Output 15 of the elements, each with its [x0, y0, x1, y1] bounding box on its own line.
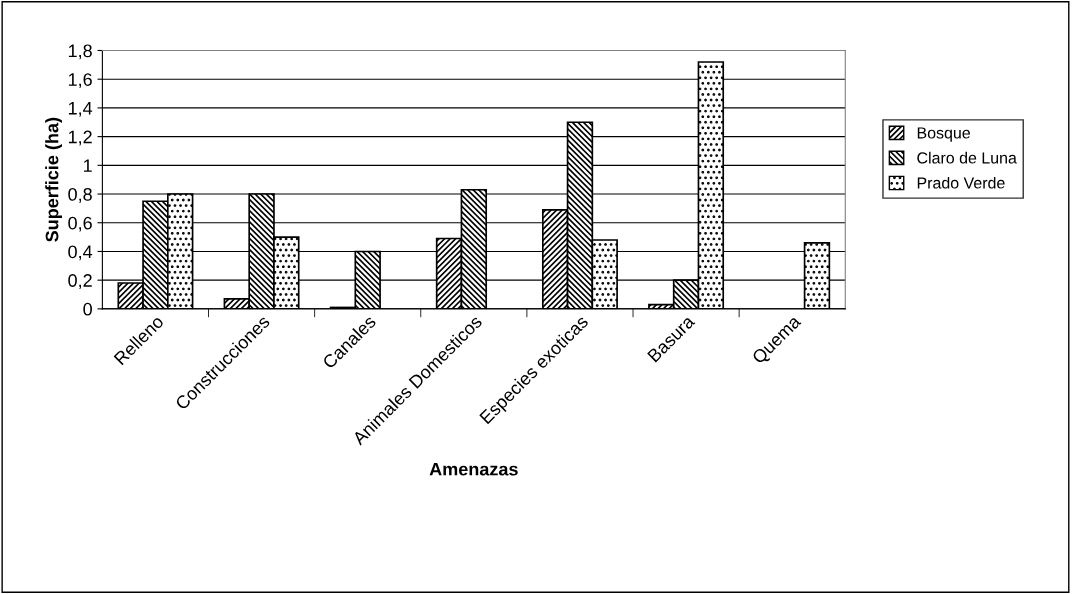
y-tick-label: 1,2 — [68, 130, 92, 146]
y-tick-label: 1,4 — [68, 102, 93, 117]
y-tick-label: 0,2 — [68, 274, 92, 290]
y-tick-label: 1 — [83, 159, 92, 172]
y-tick-label: 0,8 — [68, 187, 92, 203]
y-tick-label: 0 — [83, 302, 92, 316]
y-tick-label: 1,6 — [68, 73, 92, 89]
legend-label: Claro de Luna — [917, 151, 1017, 164]
y-tick-label: 0,4 — [68, 245, 93, 261]
legend-label: Bosque — [917, 127, 970, 142]
x-axis-title: Amenazas — [429, 462, 518, 476]
y-tick-label: 1,8 — [68, 44, 92, 60]
legend-label: Prado Verde — [917, 176, 1005, 189]
y-tick-label: 0,6 — [68, 216, 92, 232]
y-axis-title: Superficie (ha) — [45, 117, 62, 242]
